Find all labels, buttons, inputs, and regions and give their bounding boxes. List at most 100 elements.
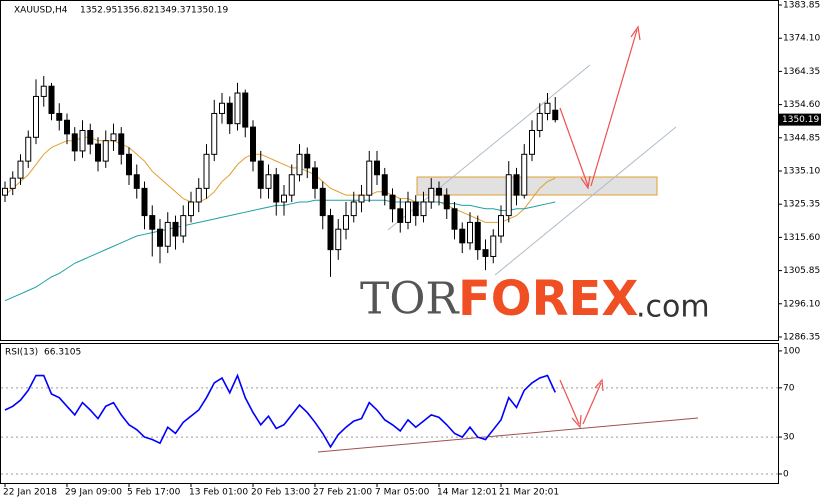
x-tick-label: 14 Mar 12:01 xyxy=(437,488,497,498)
candle-body xyxy=(428,187,435,203)
candle-body xyxy=(521,153,528,196)
watermark-com: .com xyxy=(636,290,710,325)
y-tick-label: 1335.10 xyxy=(783,166,820,176)
y-tick-label: 100 xyxy=(783,346,800,356)
candle-body xyxy=(513,174,520,196)
candle-body xyxy=(40,85,47,97)
price-label: 1350.19 xyxy=(782,115,819,125)
candle-body xyxy=(33,95,39,138)
candle-body xyxy=(389,194,396,210)
forecast-arrows xyxy=(559,25,641,429)
x-tick-label: 22 Jan 2018 xyxy=(3,488,57,498)
y-tick-label: 1305.85 xyxy=(783,266,820,276)
candle-body xyxy=(234,92,241,125)
y-tick-label: 1364.35 xyxy=(783,67,820,77)
candle-body xyxy=(335,228,342,251)
candle-body xyxy=(327,215,334,251)
price-label-box xyxy=(779,113,821,126)
ohlc-low: 1349.37 xyxy=(154,6,191,16)
x-tick-label: 20 Feb 13:00 xyxy=(251,488,310,498)
x-tick-label: 21 Mar 20:01 xyxy=(499,488,559,498)
channel-lower xyxy=(494,126,677,276)
candle-body xyxy=(358,194,365,203)
candle-body xyxy=(436,187,442,196)
y-tick-label: 1315.60 xyxy=(783,233,820,243)
candle-body xyxy=(420,201,427,217)
rsi-title: RSI(13) xyxy=(5,348,38,358)
y-tick-label: 1374.10 xyxy=(783,34,820,44)
candle-body xyxy=(157,228,163,247)
candle-body xyxy=(211,112,218,155)
candle-body xyxy=(203,153,210,189)
x-tick-label: 7 Mar 05:00 xyxy=(375,488,430,498)
y-tick-label: 30 xyxy=(783,433,795,443)
candle-body xyxy=(180,215,187,237)
candle-body xyxy=(505,174,512,217)
moving-average xyxy=(4,136,556,223)
candle-body xyxy=(443,194,450,210)
rsi-panel xyxy=(0,343,779,484)
candle-body xyxy=(350,201,357,217)
candle-body xyxy=(281,194,287,203)
candle-body xyxy=(467,221,473,244)
candle-body xyxy=(319,187,326,217)
candle-body xyxy=(412,201,419,217)
candle-body xyxy=(56,112,63,121)
candle-body xyxy=(405,201,411,223)
candle-body xyxy=(529,129,535,155)
candle-body xyxy=(95,143,101,162)
candle-body xyxy=(273,174,280,203)
y-tick-label: 1286.35 xyxy=(783,332,820,342)
candle-body xyxy=(544,102,551,114)
candle-body xyxy=(296,153,303,176)
candle-body xyxy=(242,92,249,128)
x-tick-label: 27 Feb 21:00 xyxy=(313,488,372,498)
candle-body xyxy=(257,160,264,189)
candle-body xyxy=(110,133,117,142)
candle-body xyxy=(343,215,349,230)
rsi-line xyxy=(4,373,556,449)
candle-body xyxy=(474,221,481,251)
candle-body xyxy=(87,129,94,145)
candle-body xyxy=(126,153,132,176)
y-tick-label: 1383.85 xyxy=(783,1,820,11)
candle-body xyxy=(381,174,388,196)
x-tick-label: 13 Feb 01:00 xyxy=(189,488,248,498)
ohlc-close: 1350.19 xyxy=(191,6,228,16)
candle-body xyxy=(188,201,194,217)
y-tick-label: 70 xyxy=(783,383,795,393)
candle-body xyxy=(48,85,55,114)
candle-body xyxy=(149,215,156,230)
y-tick-label: 1296.10 xyxy=(783,299,820,309)
candle-body xyxy=(250,126,256,162)
candle-body xyxy=(9,177,16,189)
candle-body xyxy=(451,208,458,230)
candle-body xyxy=(312,167,318,189)
rsi-value: 66.3105 xyxy=(44,348,81,358)
candle-body xyxy=(219,102,225,114)
watermark-tor: TOR xyxy=(360,274,460,325)
ohlc-high: 1356.82 xyxy=(117,6,154,16)
candle-body xyxy=(118,133,125,155)
candle-body xyxy=(141,187,148,217)
x-tick-label: 29 Jan 09:00 xyxy=(65,488,122,498)
moving-average xyxy=(4,199,556,302)
y-tick-label: 1325.35 xyxy=(783,200,820,210)
candle-body xyxy=(459,228,466,244)
candle-body xyxy=(195,187,202,203)
candle-body xyxy=(17,160,24,179)
candle-body xyxy=(226,102,233,125)
candle-body xyxy=(482,249,489,257)
y-tick-label: 1354.60 xyxy=(783,100,820,110)
candle-body xyxy=(265,174,272,189)
candle-body xyxy=(397,208,404,223)
candle-body xyxy=(552,109,559,121)
candle-body xyxy=(2,187,8,196)
candle-body xyxy=(64,119,70,135)
candle-body xyxy=(164,221,171,247)
candle-body xyxy=(79,129,86,152)
candle-body xyxy=(490,235,497,257)
candle-body xyxy=(288,174,295,196)
candle-body xyxy=(71,133,78,152)
